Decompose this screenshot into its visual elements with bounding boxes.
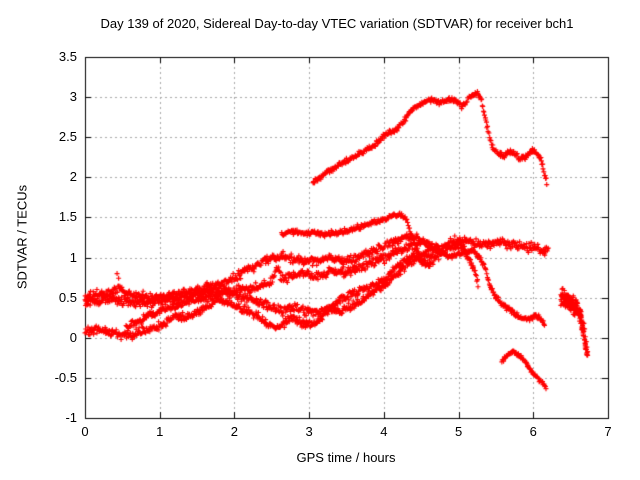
y-tick-label: -1 <box>65 410 77 425</box>
x-tick-label: 7 <box>604 424 612 439</box>
x-axis-label: GPS time / hours <box>296 450 396 465</box>
y-tick-label: 2.5 <box>58 129 77 145</box>
y-axis-label: SDTVAR / TECUs <box>14 184 30 290</box>
x-tick-label: 6 <box>529 424 537 439</box>
x-tick-label: 2 <box>230 424 239 439</box>
x-tick-label: 0 <box>81 424 89 439</box>
x-tick-label: 1 <box>156 424 164 439</box>
x-tick-label: 5 <box>454 424 463 439</box>
y-tick-label: 1.5 <box>58 209 77 225</box>
y-tick-label: 0.5 <box>58 289 77 305</box>
x-tick-label: 4 <box>380 424 388 439</box>
y-tick-label: 3 <box>69 89 77 105</box>
y-tick-label: 1 <box>69 249 77 265</box>
y-tick-label: 2 <box>69 169 77 185</box>
y-tick-label: -0.5 <box>54 369 77 385</box>
y-tick-label: 3.5 <box>58 49 77 64</box>
y-tick-label: 0 <box>69 329 77 345</box>
x-tick-label: 3 <box>305 424 313 439</box>
chart-title: Day 139 of 2020, Sidereal Day-to-day VTE… <box>100 16 574 31</box>
